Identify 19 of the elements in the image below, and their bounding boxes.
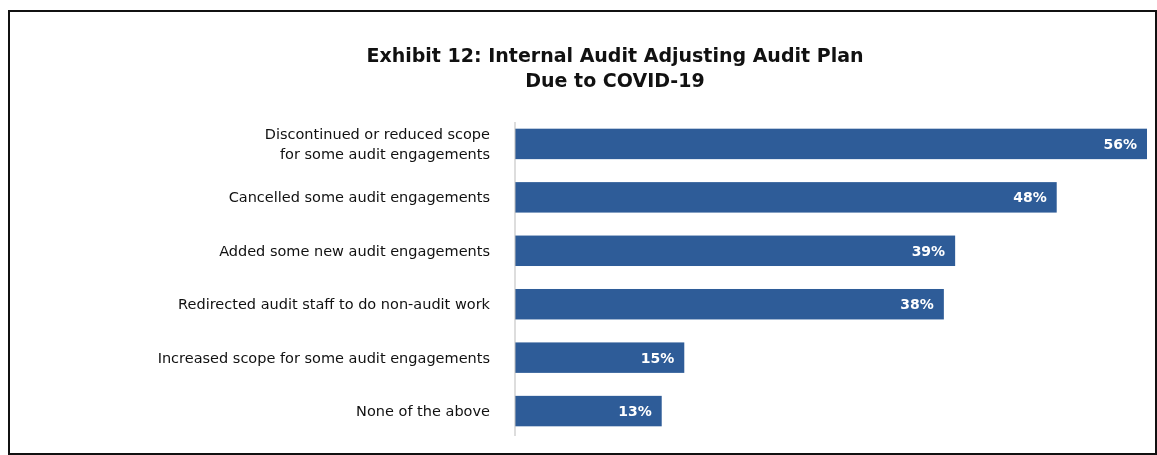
bar	[515, 395, 662, 427]
data-label: 15%	[640, 349, 675, 366]
y-tick-label: Discontinued or reduced scope for some audit engagements	[264, 125, 491, 162]
chart-title: Exhibit 12: Internal Audit Adjusting Audit Plan Due to COVID-19	[366, 44, 864, 91]
data-label: 38%	[900, 296, 934, 313]
data-label: 56%	[1103, 135, 1137, 152]
bar	[515, 235, 956, 267]
bar	[515, 288, 944, 320]
y-tick-label: Redirected audit staff to do non-audit work	[178, 296, 491, 313]
y-tick-label: Added some new audit engagements	[219, 242, 490, 259]
data-label: 48%	[1013, 189, 1047, 206]
bar	[515, 182, 1057, 213]
bar	[515, 128, 1147, 160]
data-label: 39%	[911, 242, 946, 259]
data-label: 13%	[618, 403, 652, 420]
bar	[515, 342, 685, 373]
y-tick-label: None of the above	[356, 403, 491, 420]
y-tick-label: Cancelled some audit engagements	[228, 189, 490, 206]
y-tick-label: Increased scope for some audit engagements	[157, 349, 490, 366]
